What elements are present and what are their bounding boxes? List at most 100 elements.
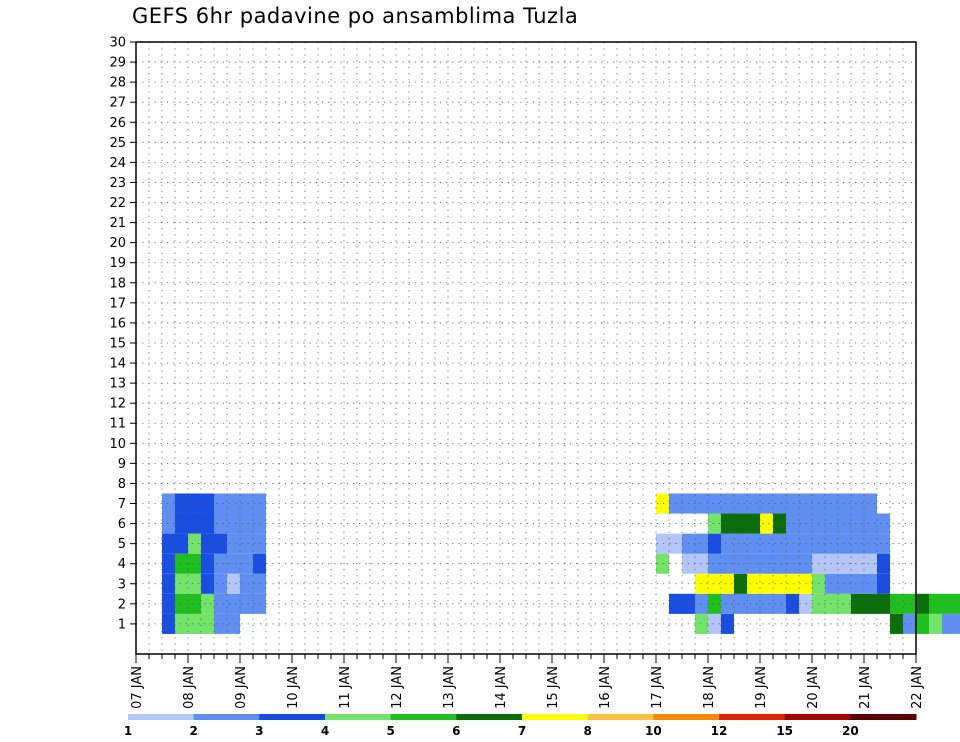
heatmap-cell [214, 593, 227, 614]
heatmap-cell [227, 593, 240, 614]
heatmap-cell [695, 493, 708, 514]
heatmap-cell [929, 593, 942, 614]
heatmap-cell [786, 553, 799, 574]
y-tick-label: 30 [109, 36, 126, 51]
heatmap-cell [175, 553, 188, 574]
legend-label: 2 [189, 724, 197, 738]
heatmap-cell [240, 553, 253, 574]
heatmap-cell [864, 513, 877, 534]
heatmap-cell [708, 493, 721, 514]
legend-swatch [259, 714, 326, 720]
legend: 1 2 3 4 5 6 7 8 10 12 15 20 [124, 714, 917, 738]
heatmap-cell [162, 513, 175, 534]
heatmap-cell [786, 593, 799, 614]
heatmap-cell [708, 593, 721, 614]
y-tick-label: 10 [109, 437, 126, 452]
heatmap-cell [214, 513, 227, 534]
x-tick-label: 10 JAN [286, 666, 301, 709]
legend-label: 10 [645, 724, 662, 738]
heatmap-cell [747, 553, 760, 574]
heatmap-cell [214, 613, 227, 634]
heatmap-cell [240, 533, 253, 554]
heatmap-cell [851, 553, 864, 574]
heatmap-cell [656, 533, 669, 554]
heatmap-cell [734, 533, 747, 554]
heatmap-cell [253, 593, 266, 614]
heatmap-cell [695, 593, 708, 614]
heatmap-cell [786, 533, 799, 554]
heatmap-cell [721, 573, 734, 594]
legend-swatch [456, 714, 523, 720]
heatmap-cell [227, 553, 240, 574]
x-tick-label: 16 JAN [598, 666, 613, 709]
heatmap-cell [838, 513, 851, 534]
chart-title: GEFS 6hr padavine po ansamblima Tuzla [132, 4, 579, 28]
heatmap-cell [760, 553, 773, 574]
legend-label: 8 [583, 724, 591, 738]
heatmap-cell [201, 493, 214, 514]
heatmap-cell [734, 593, 747, 614]
heatmap-cell [695, 613, 708, 634]
heatmap-cell [734, 553, 747, 574]
heatmap-cell [799, 533, 812, 554]
legend-label: 7 [518, 724, 526, 738]
heatmap-cell [188, 573, 201, 594]
heatmap-cell [799, 513, 812, 534]
legend-label: 5 [386, 724, 394, 738]
heatmap-cell [851, 593, 864, 614]
heatmap-cell [162, 493, 175, 514]
heatmap-cell [838, 593, 851, 614]
heatmap-cell [760, 513, 773, 534]
heatmap-cell [747, 573, 760, 594]
heatmap-cell [253, 513, 266, 534]
heatmap-cell [760, 593, 773, 614]
heatmap-cell [201, 593, 214, 614]
heatmap-cell [773, 493, 786, 514]
heatmap-cell [175, 493, 188, 514]
y-tick-label: 8 [118, 477, 126, 492]
heatmap-cell [201, 613, 214, 634]
y-tick-label: 16 [109, 316, 126, 331]
heatmap-cell [175, 593, 188, 614]
heatmap-cell [877, 593, 890, 614]
heatmap-cell [188, 613, 201, 634]
heatmap-cell [188, 513, 201, 534]
heatmap-cell [760, 493, 773, 514]
heatmap-cell [864, 493, 877, 514]
heatmap-cell [929, 613, 942, 634]
heatmap-cell [942, 613, 955, 634]
heatmap-cells [162, 493, 960, 634]
heatmap-cell [695, 553, 708, 574]
y-tick-label: 6 [118, 517, 126, 532]
heatmap-cell [708, 613, 721, 634]
heatmap-cell [695, 573, 708, 594]
heatmap-cell [175, 613, 188, 634]
heatmap-cell [760, 533, 773, 554]
heatmap-cell [773, 573, 786, 594]
heatmap-cell [773, 593, 786, 614]
heatmap-cell [864, 533, 877, 554]
heatmap-cell [188, 533, 201, 554]
heatmap-cell [162, 593, 175, 614]
heatmap-cell [708, 553, 721, 574]
heatmap-cell [747, 493, 760, 514]
legend-label: 3 [255, 724, 263, 738]
heatmap-cell [721, 553, 734, 574]
x-tick-label: 20 JAN [806, 666, 821, 709]
heatmap-cell [799, 553, 812, 574]
y-tick-label: 21 [109, 216, 126, 231]
heatmap-cell [201, 573, 214, 594]
heatmap-cell [838, 553, 851, 574]
heatmap-cell [721, 513, 734, 534]
heatmap-cell [734, 573, 747, 594]
heatmap-cell [721, 593, 734, 614]
heatmap-cell [162, 533, 175, 554]
x-tick-label: 18 JAN [702, 666, 717, 709]
heatmap-cell [942, 593, 955, 614]
legend-label: 20 [842, 724, 859, 738]
y-tick-label: 17 [109, 296, 126, 311]
x-tick-label: 09 JAN [234, 666, 249, 709]
heatmap-cell [747, 533, 760, 554]
heatmap-cell [227, 573, 240, 594]
